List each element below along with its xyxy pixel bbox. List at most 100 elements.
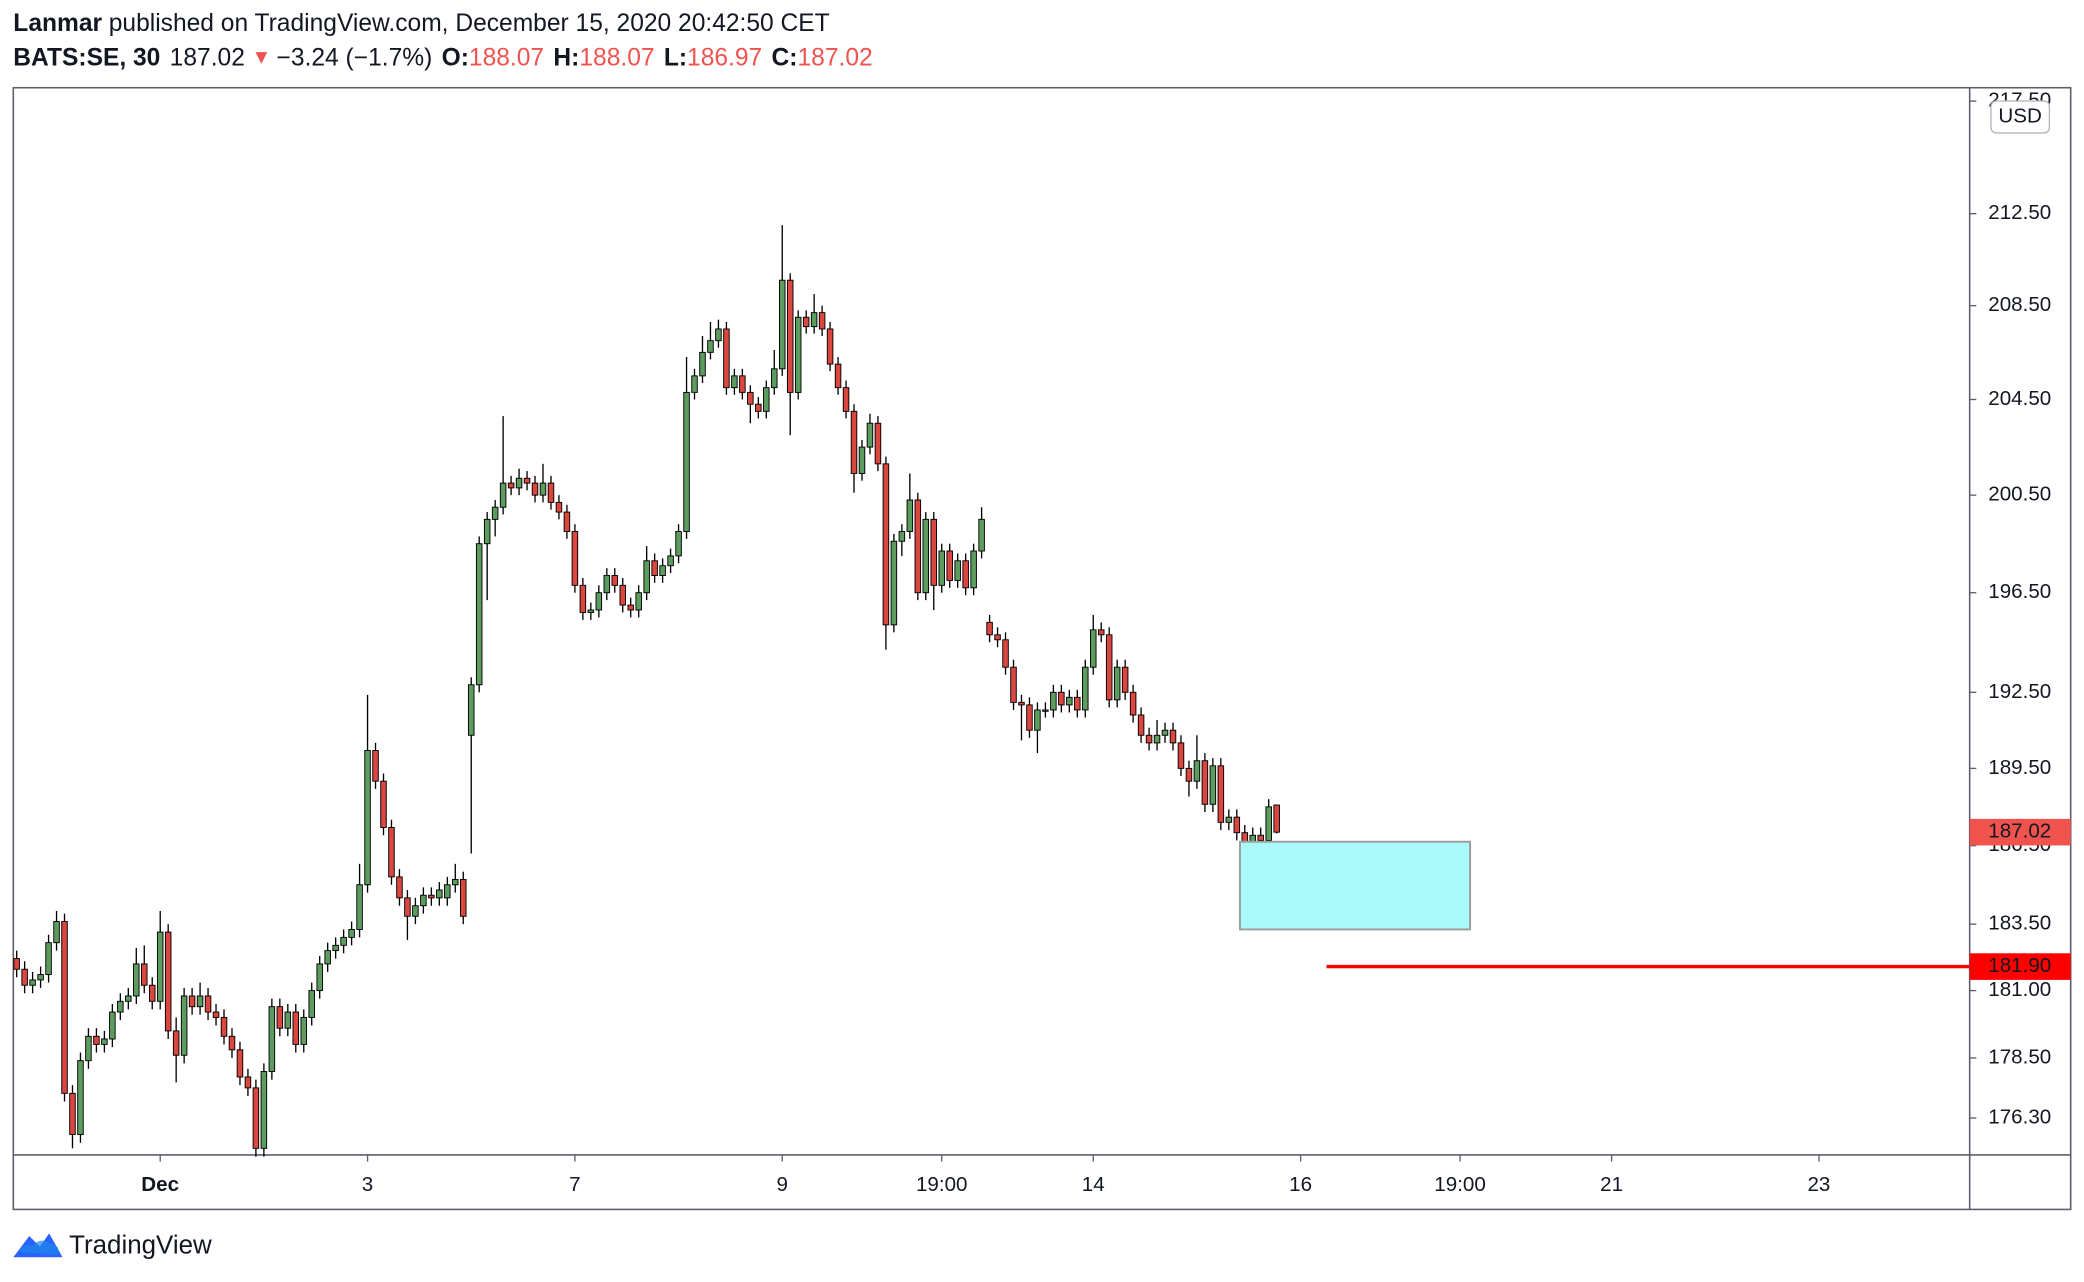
x-tick-label: Dec [141,1173,179,1196]
ohlc-label: C: [772,44,798,71]
currency-button [1990,100,2051,134]
y-tick-label: 181.00 [1988,978,2051,1001]
candle-body [547,482,555,503]
candle-body [1082,666,1089,711]
x-tick-label: 14 [1082,1173,1105,1196]
candle-body [101,1038,108,1045]
candle-body [922,518,930,594]
x-tick-label: 7 [569,1173,580,1196]
candle-body [938,550,945,586]
candle-body [308,990,315,1018]
candle-body [459,879,467,917]
candle-body [707,340,714,353]
candle-body [978,518,985,552]
candle-body [475,543,483,686]
candle-body [778,279,786,370]
y-tick-label: 212.50 [1988,201,2051,224]
candle-body [699,351,706,377]
candle-body [802,316,810,328]
candle-body [866,422,874,448]
y-tick-label: 196.50 [1988,580,2051,603]
candle-body [1066,696,1073,706]
candle-body [396,876,403,899]
candle-body [236,1049,244,1078]
candle-body [962,560,969,589]
candle-body [555,501,563,513]
candle-body [1089,629,1097,668]
candle-body [21,968,28,986]
candle-body [771,368,778,389]
candle-body [914,499,922,594]
candle-body [970,550,977,589]
x-tick-label: 23 [1807,1173,1830,1196]
candle-body [404,897,411,917]
brand-logo-cloud [18,1240,59,1255]
y-tick-label: 178.50 [1988,1045,2051,1068]
candle-body [810,312,818,328]
candle-body [29,979,36,986]
last-price-label: 187.02 [1988,820,2051,843]
candle-body [85,1035,92,1062]
candle-body [117,1000,124,1013]
candle-body [13,958,20,970]
candle-body [436,889,443,899]
candle-body [1193,760,1201,782]
candle-body [731,375,738,389]
candle-body [523,477,531,484]
currency-label: USD [1998,104,2041,127]
candle-body [755,403,762,412]
candle-body [539,482,547,496]
candle-body [635,592,642,611]
candle-body [164,931,172,1032]
candle-body [220,1016,228,1037]
y-tick-label: 189.50 [1988,756,2051,779]
candle-body [1225,816,1233,823]
candle-body [364,750,371,886]
x-tick-label: 16 [1289,1173,1312,1196]
x-tick-label: 3 [362,1173,373,1196]
candle-body [1058,691,1065,706]
ohlc-value: 187.02 [797,44,872,71]
candle-body [1121,666,1129,693]
candle-body [659,565,666,576]
candle-body [1145,734,1153,744]
candle-body [1209,765,1217,805]
published: published on TradingView.com, December 1… [109,9,830,36]
candle-body [603,575,611,594]
candle-body [1153,734,1161,744]
axes: 217.50212.50208.50204.50200.50196.50192.… [141,88,2051,1195]
y-tick-label: 183.50 [1988,912,2051,935]
ohlc-value: 188.07 [469,44,544,71]
candle-body [898,531,906,542]
candle-body [723,328,730,389]
candle-body [571,531,579,586]
candle-body [324,950,331,965]
candle-body [53,921,60,944]
candle-body [994,634,1001,641]
candle-body [763,387,770,412]
candle-body [1129,691,1137,716]
candle-body [1034,709,1041,731]
candle-body [946,550,953,581]
candle-body [77,1060,84,1135]
candle-body [316,963,323,992]
candle-body [260,1071,268,1149]
candle-body [890,540,898,626]
candle-body [850,410,858,474]
candle-body [491,506,499,520]
candle-body [986,621,993,636]
symbol: BATS:SE, 30 [13,44,160,71]
y-tick-label: 200.50 [1988,483,2051,506]
brand-name: TradingView [69,1231,212,1259]
candle-body [531,482,539,496]
candle-body [1105,634,1113,701]
candle-body [667,555,674,567]
y-tick-label: 208.50 [1988,293,2051,316]
candle-body [125,995,132,1002]
candle-body [133,963,140,997]
candle-body [1185,767,1193,782]
candle-body [412,905,419,917]
candle-body [276,1006,284,1029]
candle-body [1113,666,1121,701]
